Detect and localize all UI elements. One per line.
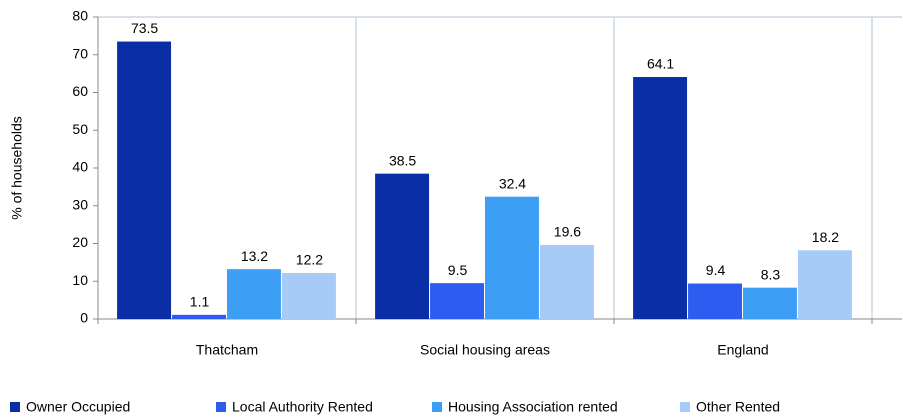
y-tick-label: 40 <box>72 159 88 175</box>
data-label: 9.4 <box>706 262 726 278</box>
y-tick-label: 70 <box>72 45 88 61</box>
data-label: 8.3 <box>761 266 781 282</box>
data-label: 12.2 <box>296 252 323 268</box>
legend-swatch <box>432 402 442 412</box>
y-tick-label: 60 <box>72 83 88 99</box>
bar <box>375 173 430 319</box>
data-label: 13.2 <box>241 248 268 264</box>
bar <box>539 245 594 319</box>
data-label: 32.4 <box>499 175 526 191</box>
legend-swatch <box>10 402 20 412</box>
legend-swatch <box>680 402 690 412</box>
data-label: 1.1 <box>190 294 210 310</box>
bar <box>797 250 852 319</box>
y-tick-label: 30 <box>72 196 88 212</box>
y-tick-label: 80 <box>72 8 88 24</box>
legend-swatch <box>216 402 226 412</box>
bar <box>172 314 226 319</box>
bar <box>227 269 281 319</box>
data-label: 38.5 <box>389 152 416 168</box>
bar <box>743 287 797 319</box>
y-tick-label: 50 <box>72 121 88 137</box>
x-tick-label: Social housing areas <box>420 342 550 358</box>
data-label: 73.5 <box>131 20 158 36</box>
y-tick-label: 0 <box>80 310 88 326</box>
x-tick-label: England <box>717 342 768 358</box>
x-tick-label: Thatcham <box>196 342 258 358</box>
legend-label: Other Rented <box>696 399 780 415</box>
bar <box>485 196 539 319</box>
legend-label: Housing Association rented <box>448 399 618 415</box>
y-axis-label: % of households <box>9 116 25 220</box>
y-tick-label: 10 <box>72 272 88 288</box>
data-label: 9.5 <box>448 262 468 278</box>
data-label: 19.6 <box>554 224 581 240</box>
legend-label: Local Authority Rented <box>232 399 373 415</box>
bar <box>281 272 336 319</box>
bar <box>688 283 742 319</box>
y-tick-label: 20 <box>72 234 88 250</box>
data-label: 64.1 <box>647 56 674 72</box>
legend-label: Owner Occupied <box>26 399 130 415</box>
bar <box>430 283 484 319</box>
bar <box>117 41 172 319</box>
data-label: 18.2 <box>812 229 839 245</box>
bar <box>633 77 688 320</box>
